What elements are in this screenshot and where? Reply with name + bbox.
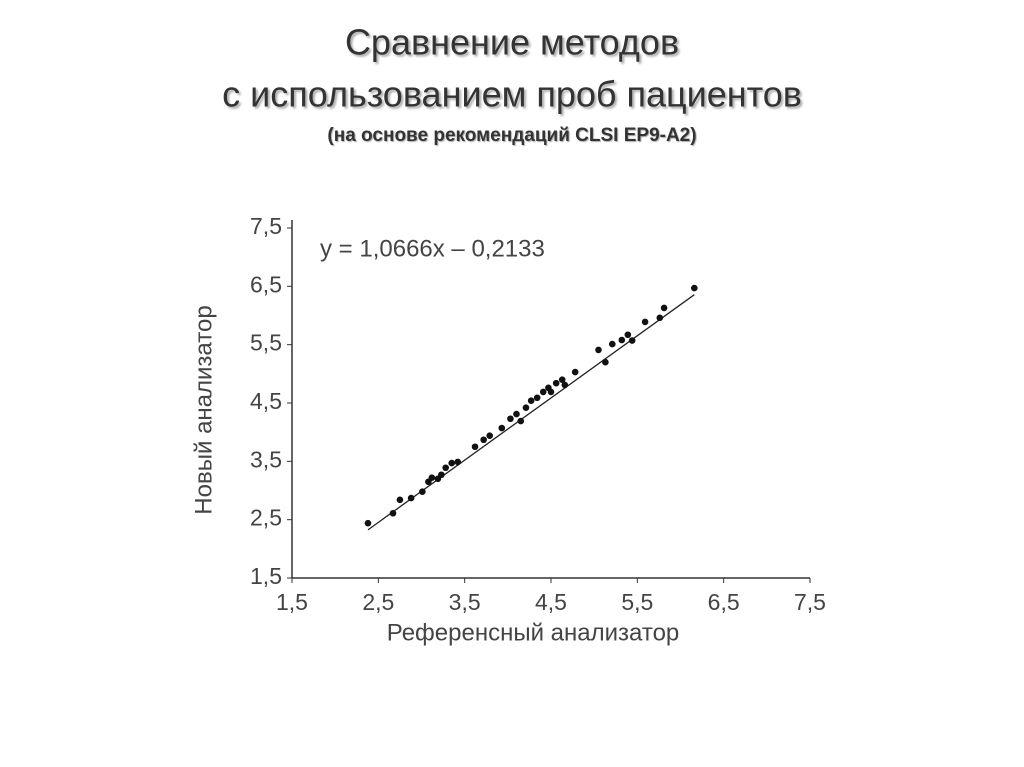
point <box>419 488 426 495</box>
point <box>547 388 555 396</box>
subtitle: (на основе рекомендаций CLSI EP9-A2) <box>327 125 696 146</box>
y-tick-label: 7,5 <box>250 213 282 239</box>
point <box>561 381 569 389</box>
y-tick-label: 4,5 <box>250 388 282 414</box>
point <box>438 471 445 479</box>
point <box>389 509 397 517</box>
point <box>428 474 436 481</box>
point <box>454 458 462 466</box>
x-tick-label: 4,5 <box>535 589 567 615</box>
point <box>507 415 514 423</box>
point <box>624 331 632 339</box>
x-tick-label: 1,5 <box>276 589 308 615</box>
y-tick-label: 6,5 <box>250 271 282 297</box>
title: Сравнение методов <box>345 22 679 63</box>
y-tick-label: 2,5 <box>250 505 282 531</box>
point <box>539 388 547 396</box>
point <box>660 304 668 312</box>
point <box>522 404 530 411</box>
point <box>442 464 449 472</box>
y-tick-label: 3,5 <box>250 446 282 472</box>
point <box>602 358 609 366</box>
x-tick-label: 7,5 <box>794 589 826 615</box>
point <box>527 397 535 404</box>
point <box>533 394 541 402</box>
point <box>641 318 649 326</box>
point <box>595 346 602 354</box>
point <box>513 410 520 418</box>
point <box>498 424 506 432</box>
point <box>396 496 404 504</box>
title-line2: с использованием проб пациентов <box>222 74 802 115</box>
point <box>608 340 616 348</box>
point <box>480 436 487 444</box>
point <box>471 443 479 451</box>
x-axis-label: Референсный анализатор <box>387 619 680 646</box>
y-axis-label: Новый анализатор <box>190 305 217 514</box>
point <box>448 459 456 467</box>
y-tick-label: 5,5 <box>250 330 282 356</box>
x-tick-label: 6,5 <box>708 589 740 615</box>
point <box>364 519 372 527</box>
point <box>691 284 698 292</box>
point <box>656 314 664 322</box>
point <box>517 417 525 425</box>
x-tick-label: 5,5 <box>621 589 653 615</box>
y-tick-label: 1,5 <box>250 563 282 589</box>
trendline <box>367 294 695 531</box>
point <box>571 368 579 376</box>
point <box>558 376 566 383</box>
point <box>628 337 636 344</box>
point <box>407 494 415 502</box>
point <box>486 432 494 439</box>
equation: y = 1,0666x – 0,2133 <box>320 235 545 262</box>
point <box>552 379 560 387</box>
x-tick-label: 3,5 <box>449 589 481 615</box>
x-tick-label: 2,5 <box>362 589 394 615</box>
point <box>618 336 626 344</box>
